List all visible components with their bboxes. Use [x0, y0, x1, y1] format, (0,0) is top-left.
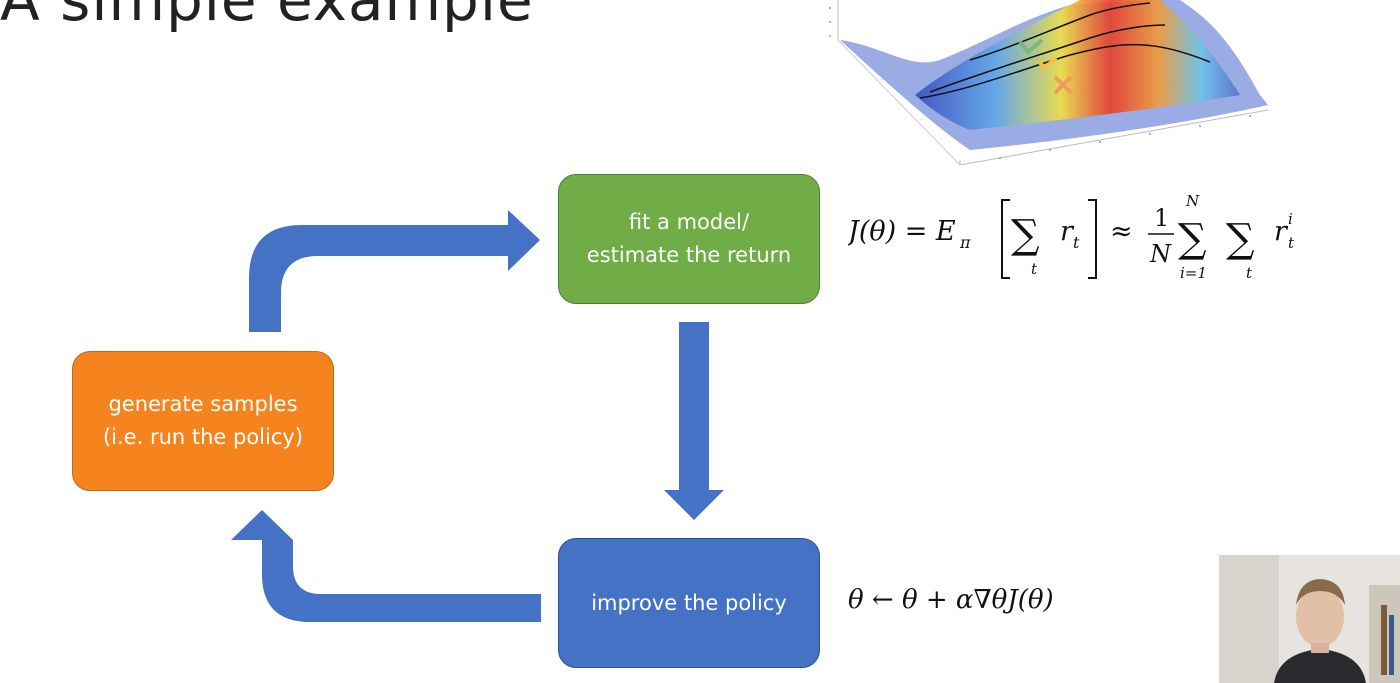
- fit-model-label: fit a model/ estimate the return: [586, 210, 792, 267]
- eq-sum-2: ∑: [1178, 216, 1207, 262]
- eq-term-2: r: [1274, 216, 1289, 247]
- eq-term: r: [1060, 216, 1075, 247]
- eq-sum-2-top: N: [1185, 192, 1200, 210]
- improve-policy-box: improve the policy: [558, 538, 820, 668]
- eq-approx: ≈: [1110, 216, 1133, 247]
- eq-frac-num: 1: [1154, 204, 1169, 232]
- slide-title: A simple example: [0, 0, 534, 34]
- arrow-fit-to-improve: [664, 322, 724, 520]
- eq-lhs-sub: π: [959, 233, 971, 252]
- eq-sum-1: ∑: [1011, 212, 1040, 258]
- reward-surface-plot-icon: [829, 0, 1269, 165]
- eq-sum-1-index: t: [1031, 260, 1038, 278]
- improve-policy-label: improve the policy: [591, 590, 787, 615]
- eq-term-2-sup: i: [1288, 210, 1293, 228]
- fit-model-box: fit a model/ estimate the return: [558, 174, 820, 304]
- eq-term-2-sub: t: [1288, 234, 1295, 252]
- presenter-webcam-icon: [1219, 555, 1400, 683]
- generate-samples-box: generate samples (i.e. run the policy): [72, 351, 334, 491]
- arrow-generate-to-fit: [249, 210, 540, 332]
- eq-sum-3: ∑: [1226, 216, 1255, 262]
- generate-samples-label: generate samples (i.e. run the policy): [102, 392, 304, 449]
- eq-frac-den: N: [1149, 240, 1172, 268]
- eq-lhs: J(θ) = E: [848, 216, 956, 247]
- eq-sum-3-bottom: t: [1246, 264, 1253, 282]
- arrow-improve-to-generate: [231, 510, 541, 622]
- update-equation: θ ← θ + α∇θJ(θ): [848, 585, 1054, 615]
- eq-term-sub: t: [1073, 233, 1080, 252]
- return-equation: J(θ) = E π ∑ t r t ≈ 1 N N ∑ i=1 ∑ t r i…: [848, 192, 1295, 282]
- eq-sum-2-bottom: i=1: [1180, 264, 1207, 282]
